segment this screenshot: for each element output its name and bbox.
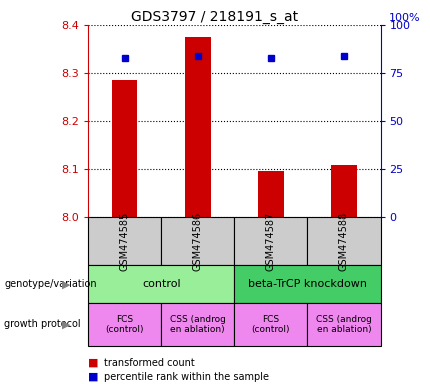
Bar [185, 37, 211, 217]
Text: genotype/variation: genotype/variation [4, 279, 97, 289]
Text: GSM474585: GSM474585 [120, 211, 130, 271]
Text: growth protocol: growth protocol [4, 319, 81, 329]
Text: ▶: ▶ [62, 279, 71, 289]
Text: percentile rank within the sample: percentile rank within the sample [104, 372, 270, 382]
Text: 100%: 100% [388, 13, 420, 23]
Bar [112, 80, 138, 217]
Text: FCS
(control): FCS (control) [252, 315, 290, 334]
Bar [258, 171, 284, 217]
Text: ■: ■ [88, 372, 98, 382]
Text: CSS (androg
en ablation): CSS (androg en ablation) [170, 315, 226, 334]
Text: transformed count: transformed count [104, 358, 195, 368]
Text: control: control [142, 279, 181, 289]
Text: GSM474587: GSM474587 [266, 211, 276, 271]
Text: FCS
(control): FCS (control) [105, 315, 144, 334]
Bar [331, 165, 357, 217]
Text: GSM474586: GSM474586 [193, 212, 203, 270]
Text: GSM474588: GSM474588 [339, 212, 349, 270]
Text: GDS3797 / 218191_s_at: GDS3797 / 218191_s_at [132, 10, 298, 23]
Text: ▶: ▶ [62, 319, 71, 329]
Text: beta-TrCP knockdown: beta-TrCP knockdown [248, 279, 367, 289]
Text: ■: ■ [88, 358, 98, 368]
Text: CSS (androg
en ablation): CSS (androg en ablation) [316, 315, 372, 334]
